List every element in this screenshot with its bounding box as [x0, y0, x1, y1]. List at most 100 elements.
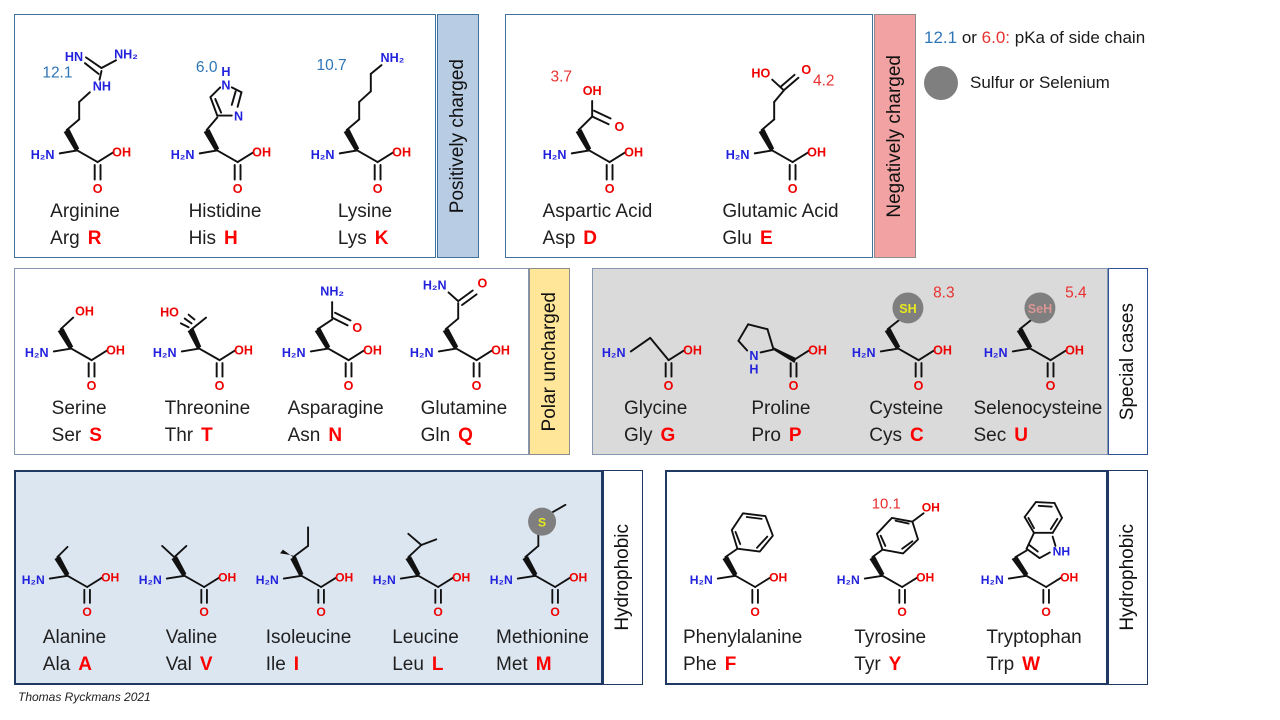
bonds: [1011, 316, 1067, 378]
group-hydrophobic-right: H₂N OH O Phenylalanine Phe F 10.1: [665, 470, 1108, 685]
amino-acid-name: Methionine: [496, 627, 589, 648]
amino-acid-name: Arginine: [50, 201, 120, 222]
atom-label: H: [221, 65, 230, 79]
atom-label: H₂N: [981, 573, 1004, 587]
glutamic-acid-structure: 4.2 H₂N OH O HO O: [726, 63, 835, 196]
amino-acid-code: Leu L: [392, 654, 444, 675]
bonds: [571, 100, 627, 181]
amino-acid-code: Gln Q: [420, 425, 473, 446]
atom-label: H₂N: [543, 148, 567, 162]
selenocysteine-structure: SeH 5.4 H₂N OH O: [984, 284, 1087, 393]
atom-label: OH: [916, 570, 934, 584]
arginine-structure: 12.1 H₂N OH O NH HN NH₂: [31, 47, 138, 196]
band-special-cases: Special cases: [1108, 268, 1148, 455]
atom-label: O: [789, 379, 799, 393]
bonds: [338, 64, 395, 181]
aspartic-acid-structure: 3.7 H₂N OH O OH O: [543, 69, 643, 197]
atom-label: H₂N: [852, 346, 876, 360]
atom-label: O: [605, 182, 615, 196]
amino-acid-name: Glutamine: [420, 398, 508, 419]
leucine-structure: H₂N OH O: [372, 532, 470, 619]
group-polar-uncharged: H₂N OH O OH Serine Ser S H₂N OH: [14, 268, 529, 455]
atom-label: O: [433, 605, 442, 619]
atom-label: OH: [933, 343, 952, 357]
amino-acid-cysteine: SH 8.3 H₂N OH O Cysteine Cys C: [848, 276, 964, 454]
atom-label: OH: [106, 343, 125, 357]
atom-label: NH₂: [320, 284, 344, 298]
atom-label: O: [343, 379, 353, 393]
amino-acid-proline: N H OH O Proline Pro P: [723, 276, 839, 454]
band-positively-charged: Positively charged: [437, 14, 479, 258]
bonds: [737, 323, 810, 378]
atom-label: OH: [335, 570, 353, 584]
amino-acid-leucine: H₂N OH O Leucine Leu L: [370, 495, 482, 683]
amino-acid-code: Val V: [165, 654, 213, 675]
amino-acid-aspartic-acid: 3.7 H₂N OH O OH O Aspartic Acid Asp D: [539, 37, 655, 257]
bonds: [279, 526, 337, 604]
atom-label: SeH: [1028, 302, 1052, 316]
atom-label: OH: [112, 145, 131, 159]
bonds: [198, 86, 255, 181]
amino-acid-code: Sec U: [973, 425, 1028, 446]
group-negatively-charged: 3.7 H₂N OH O OH O Aspartic Acid Asp D: [505, 14, 873, 258]
atom-label: OH: [683, 343, 702, 357]
amino-acid-name: Aspartic Acid: [542, 201, 653, 222]
bonds: [53, 316, 109, 378]
phenylalanine-structure: H₂N OH O: [689, 512, 787, 619]
amino-acid-name: Tryptophan: [986, 627, 1082, 648]
amino-acid-selenocysteine: SeH 5.4 H₂N OH O Selenocysteine Sec U: [973, 276, 1102, 454]
amino-acid-phenylalanine: H₂N OH O Phenylalanine Phe F: [683, 495, 802, 683]
atom-label: O: [472, 379, 482, 393]
amino-acid-name: Asparagine: [287, 398, 384, 419]
amino-acid-code: Met M: [496, 654, 552, 675]
atom-label: OH: [252, 145, 271, 159]
atom-label: N: [234, 109, 243, 123]
atom-label: O: [898, 605, 907, 619]
atom-label: H₂N: [489, 573, 512, 587]
pka-value: 6.0: [196, 59, 218, 76]
pka-value: 8.3: [933, 284, 955, 301]
amino-acid-asparagine: H₂N OH O NH₂ O Asparagine Asn N: [278, 276, 394, 454]
atom-label: O: [1041, 605, 1050, 619]
bonds: [180, 313, 237, 378]
selenium-circle: [1024, 292, 1056, 324]
tyrosine-structure: 10.1 OH H₂N OH O: [837, 496, 940, 619]
bonds: [754, 73, 810, 181]
sulfur-circle: [892, 292, 924, 324]
atom-label: OH: [218, 570, 236, 584]
legend: 12.1 or 6.0: pKa of side chain Sulfur or…: [924, 28, 1264, 100]
amino-acid-code: Ile I: [265, 654, 300, 675]
atom-label: OH: [583, 84, 602, 98]
bonds: [716, 512, 774, 604]
atom-label: H₂N: [601, 346, 625, 360]
alanine-structure: H₂N OH O: [21, 545, 119, 619]
atom-label: OH: [922, 500, 940, 514]
pka-value: 5.4: [1065, 284, 1087, 301]
bonds: [160, 545, 220, 604]
gray-circle-icon: [924, 66, 958, 100]
glutamine-structure: H₂N OH O H₂N O: [410, 277, 510, 394]
atom-label: H₂N: [726, 148, 750, 162]
amino-acid-code: Arg R: [50, 228, 102, 249]
atom-label: OH: [75, 305, 94, 319]
atom-label: OH: [491, 343, 510, 357]
band-negatively-charged: Negatively charged: [874, 14, 916, 258]
methionine-structure: S H₂N OH O: [489, 503, 587, 619]
atom-label: SH: [899, 302, 916, 316]
atom-label: O: [477, 277, 487, 291]
amino-acid-name: Selenocysteine: [973, 398, 1103, 419]
amino-acid-name: Leucine: [392, 627, 459, 648]
atom-label: OH: [808, 145, 827, 159]
amino-acid-name: Cysteine: [869, 398, 944, 419]
amino-acid-name: Isoleucine: [265, 627, 352, 648]
amino-acid-name: Valine: [165, 627, 218, 648]
amino-acid-methionine: S H₂N OH O Methionine Met M: [487, 495, 599, 683]
band-hydrophobic-right: Hydrophobic: [1108, 470, 1148, 685]
atom-label: H₂N: [31, 148, 55, 162]
atom-label: OH: [1060, 570, 1078, 584]
amino-acid-name: Lysine: [337, 201, 393, 222]
bonds: [864, 512, 925, 604]
atom-label: OH: [769, 570, 787, 584]
amino-acid-code: Tyr Y: [854, 654, 902, 675]
